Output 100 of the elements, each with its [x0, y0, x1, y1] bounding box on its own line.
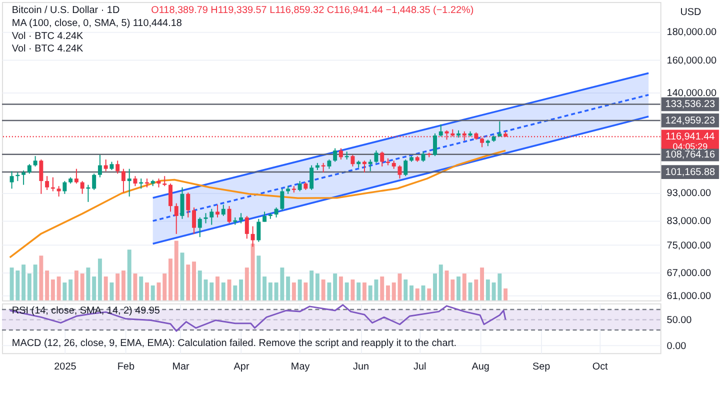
- bar: [116, 274, 120, 300]
- candlestick: [27, 164, 32, 174]
- bar: [192, 262, 196, 300]
- bar: [480, 268, 484, 300]
- bar: [427, 288, 432, 300]
- ref-line-label: 101,165.88: [665, 167, 716, 178]
- annotation: MA (100, close, 0, SMA, 5) 110,444.18: [12, 18, 182, 29]
- bar: [433, 274, 437, 300]
- bar: [33, 264, 38, 300]
- candlestick: [39, 158, 44, 194]
- bar: [198, 270, 202, 300]
- bar: [127, 250, 132, 300]
- bar: [86, 268, 90, 300]
- annotation: O118,389.79 H119,339.57 L116,859.32 C116,941.44 −1,448.35 (−1.22%): [151, 4, 474, 16]
- bar: [404, 279, 408, 300]
- y-tick-label: 83,000.00: [666, 216, 712, 227]
- candlestick: [62, 180, 67, 194]
- bar: [362, 282, 366, 300]
- bar: [62, 282, 67, 300]
- annotation: Vol · BTC 4.24K: [12, 44, 84, 55]
- candlestick: [116, 160, 120, 174]
- ref-line-label: 133,536.23: [665, 99, 716, 110]
- bar: [144, 282, 149, 300]
- bar: [27, 274, 32, 300]
- ref-line-label: 124,959.23: [665, 115, 716, 126]
- bar: [98, 258, 102, 300]
- candlestick: [121, 168, 126, 194]
- bar: [415, 288, 420, 300]
- x-tick-label: Apr: [234, 361, 250, 372]
- bar: [456, 276, 461, 300]
- bar: [150, 285, 155, 300]
- chart-title: Bitcoin / U.S. Dollar · 1D: [12, 4, 120, 16]
- y-tick-label: 180,000.00: [666, 26, 718, 38]
- bar: [327, 282, 332, 300]
- candlestick: [227, 206, 232, 224]
- x-tick-label: Aug: [472, 361, 490, 372]
- candlestick: [244, 215, 249, 240]
- ref-line-label: 108,764.16: [665, 149, 716, 160]
- x-tick-label: Oct: [592, 361, 608, 372]
- candlestick: [221, 204, 226, 216]
- candlestick: [80, 180, 84, 194]
- candlestick: [186, 192, 190, 218]
- candlestick: [380, 151, 384, 167]
- bar: [233, 285, 238, 300]
- x-tick-label: Sep: [532, 361, 551, 372]
- bar: [315, 274, 320, 300]
- candlestick: [374, 150, 378, 164]
- bar: [304, 282, 308, 300]
- candlestick: [327, 158, 332, 170]
- bar: [486, 279, 490, 300]
- candlestick: [239, 212, 244, 224]
- bar: [162, 274, 167, 300]
- bar: [438, 264, 443, 300]
- candlestick: [310, 164, 314, 190]
- bar: [298, 279, 302, 300]
- candlestick: [56, 186, 61, 198]
- candlestick: [338, 148, 343, 160]
- line-series: [9, 304, 506, 332]
- candlestick: [192, 206, 196, 234]
- bar: [386, 285, 390, 300]
- bar: [244, 268, 249, 300]
- bar: [133, 274, 138, 300]
- bar: [256, 256, 261, 300]
- bar: [410, 285, 414, 300]
- candlestick: [127, 168, 132, 198]
- candlestick: [398, 164, 402, 180]
- candlestick: [204, 212, 208, 224]
- bar: [504, 288, 508, 300]
- bar: [338, 276, 343, 300]
- candlestick: [180, 186, 184, 220]
- candlestick: [210, 208, 214, 226]
- y-axis-title: USD: [680, 6, 702, 18]
- bar: [262, 276, 267, 300]
- ref-line-label: 116,941.44: [666, 132, 716, 143]
- candlestick: [333, 148, 338, 162]
- bar: [104, 276, 108, 300]
- bar: [80, 274, 84, 300]
- candlestick: [216, 204, 220, 218]
- bar: [39, 256, 44, 300]
- bar: [239, 279, 244, 300]
- bar: [468, 282, 472, 300]
- candlestick: [498, 120, 502, 138]
- bar: [22, 264, 26, 300]
- bar: [380, 276, 384, 300]
- candlestick: [92, 173, 96, 190]
- candlestick: [133, 176, 138, 187]
- candlestick: [104, 158, 108, 172]
- y-tick-label: 50.00: [666, 315, 692, 326]
- x-tick-label: May: [290, 361, 310, 372]
- x-tick-label: Feb: [117, 361, 135, 372]
- y-tick-label: 160,000.00: [666, 56, 718, 67]
- candlestick: [33, 156, 38, 167]
- bar: [250, 244, 255, 300]
- bar: [333, 274, 338, 300]
- annotation: Vol · BTC 4.24K: [12, 30, 84, 42]
- candlestick: [98, 154, 102, 178]
- y-tick-label: 0.00: [666, 340, 687, 352]
- bar: [321, 279, 326, 300]
- bar: [350, 279, 355, 300]
- candlestick: [262, 211, 267, 222]
